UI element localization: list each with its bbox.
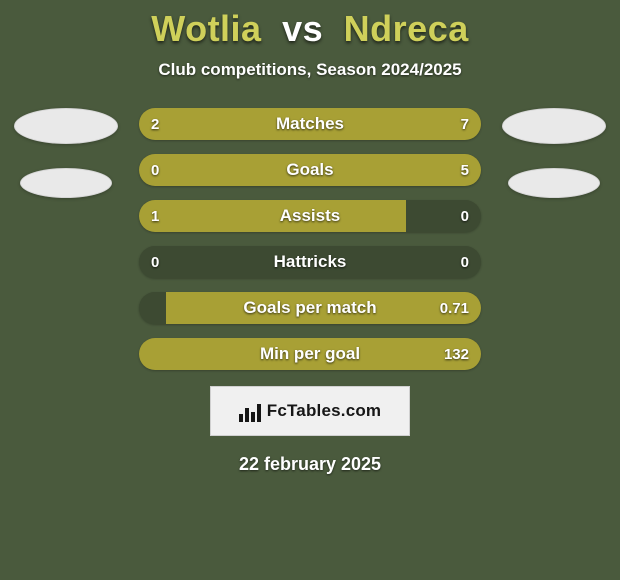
- brand-text: FcTables.com: [267, 401, 382, 421]
- stat-bar: Goals05: [139, 154, 481, 186]
- player1-avatar: [14, 108, 118, 144]
- stat-bar-fill-left: [139, 200, 406, 232]
- title-player2: Ndreca: [344, 8, 469, 49]
- footer-date: 22 february 2025: [239, 454, 381, 475]
- stat-bar-fill-right: [139, 338, 481, 370]
- stat-bar: Assists10: [139, 200, 481, 232]
- title-vs: vs: [282, 8, 323, 49]
- player2-avatar: [502, 108, 606, 144]
- stat-bar-fill-right: [166, 292, 481, 324]
- page-title: Wotlia vs Ndreca: [151, 8, 468, 50]
- stat-bar-fill-right: [214, 108, 481, 140]
- stat-bars: Matches27 Goals05 Assists10 Hattricks00 Goal…: [139, 108, 481, 370]
- stat-bar-fill-right: [139, 154, 481, 186]
- stat-bar: Matches27: [139, 108, 481, 140]
- bar-chart-icon: [239, 400, 261, 422]
- subtitle: Club competitions, Season 2024/2025: [158, 60, 461, 80]
- title-player1: Wotlia: [151, 8, 261, 49]
- stat-bar: Hattricks00: [139, 246, 481, 278]
- player1-avatar-col: [11, 108, 121, 198]
- stat-bar-fill-left: [139, 108, 214, 140]
- player2-avatar-col: [499, 108, 609, 198]
- stat-bar: Goals per match0.71: [139, 292, 481, 324]
- player1-club-avatar: [20, 168, 112, 198]
- player2-club-avatar: [508, 168, 600, 198]
- stat-bar: Min per goal132: [139, 338, 481, 370]
- brand-badge: FcTables.com: [210, 386, 410, 436]
- compare-area: Matches27 Goals05 Assists10 Hattricks00 Goal…: [0, 108, 620, 370]
- infographic-root: Wotlia vs Ndreca Club competitions, Seas…: [0, 0, 620, 580]
